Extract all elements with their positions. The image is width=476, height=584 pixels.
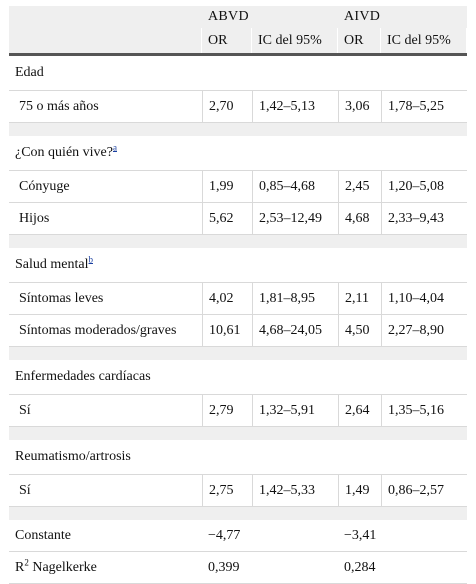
constant-abvd-cell: −4,77 (202, 520, 338, 552)
header-column-row: OR IC del 95% OR IC del 95% (9, 28, 468, 53)
section-label: Enfermedades cardíacas (9, 360, 468, 395)
table-row: Cónyuge 1,99 0,85–4,68 2,45 1,20–5,08 (9, 171, 468, 203)
section-header-row: ¿Con quién vive?a (9, 136, 468, 171)
aivd-ic-cell: 1,20–5,08 (381, 171, 468, 203)
abvd-or-cell: 2,70 (202, 91, 252, 123)
header-divider (9, 53, 468, 56)
aivd-ic-cell: 1,35–5,16 (381, 395, 468, 427)
section-header-row: Reumatismo/artrosis (9, 440, 468, 475)
footnote-link[interactable]: b (88, 254, 94, 265)
odds-ratio-table: ABVD AIVD OR IC del 95% OR IC del 95% Ed… (9, 6, 468, 584)
abvd-or-cell: 5,62 (202, 203, 252, 235)
section-spacer (9, 123, 468, 136)
aivd-ic-cell: 2,27–8,90 (381, 315, 468, 347)
constant-label: Constante (9, 520, 202, 552)
aivd-or-cell: 4,68 (338, 203, 381, 235)
section-label-text: Edad (15, 65, 44, 80)
r2-label: R2 Nagelkerke (9, 552, 202, 584)
row-label: Sí (9, 395, 202, 427)
abvd-ic-cell: 0,85–4,68 (252, 171, 338, 203)
header-empty-cell (9, 28, 202, 53)
header-group-aivd: AIVD (338, 6, 468, 28)
abvd-ic-cell: 1,81–8,95 (252, 283, 338, 315)
r2-aivd-cell: 0,284 (338, 552, 468, 584)
abvd-or-cell: 2,79 (202, 395, 252, 427)
constant-aivd-cell: −3,41 (338, 520, 468, 552)
r2-prefix: R (15, 559, 25, 575)
header-empty-cell (9, 6, 202, 28)
table-row: Síntomas moderados/graves 10,61 4,68–24,05… (9, 315, 468, 347)
section-header-row: Enfermedades cardíacas (9, 360, 468, 395)
section-label: Reumatismo/artrosis (9, 440, 468, 475)
section-header-row: Edad (9, 56, 468, 91)
aivd-or-cell: 2,45 (338, 171, 381, 203)
header-or-abvd: OR (202, 28, 252, 53)
row-label: Cónyuge (9, 171, 202, 203)
aivd-ic-cell: 1,78–5,25 (381, 91, 468, 123)
section-label-text: Reumatismo/artrosis (15, 449, 131, 464)
aivd-ic-cell: 0,86–2,57 (381, 475, 468, 507)
footnote-link[interactable]: a (112, 142, 117, 153)
aivd-or-cell: 2,11 (338, 283, 381, 315)
header-ic-abvd: IC del 95% (252, 28, 338, 53)
header-group-abvd: ABVD (202, 6, 338, 28)
section-header-row: Salud mentalb (9, 248, 468, 283)
header-or-aivd: OR (338, 28, 381, 53)
table-row: Síntomas leves 4,02 1,81–8,95 2,11 1,10–4,04 (9, 283, 468, 315)
abvd-ic-cell: 4,68–24,05 (252, 315, 338, 347)
row-label: Hijos (9, 203, 202, 235)
aivd-or-cell: 4,50 (338, 315, 381, 347)
table-row: 75 o más años 2,70 1,42–5,13 3,06 1,78–5,25 (9, 91, 468, 123)
table-row: Hijos 5,62 2,53–12,49 4,68 2,33–9,43 (9, 203, 468, 235)
table-container: ABVD AIVD OR IC del 95% OR IC del 95% Ed… (9, 6, 468, 584)
table-row: Sí 2,75 1,42–5,33 1,49 0,86–2,57 (9, 475, 468, 507)
header-group-row: ABVD AIVD (9, 6, 468, 28)
r2-suffix: Nagelkerke (28, 559, 97, 575)
section-label-text: ¿Con quién vive? (15, 145, 113, 160)
section-spacer (9, 427, 468, 440)
row-label: Síntomas moderados/graves (9, 315, 202, 347)
row-label: Síntomas leves (9, 283, 202, 315)
abvd-or-cell: 10,61 (202, 315, 252, 347)
table-row: Sí 2,79 1,32–5,91 2,64 1,35–5,16 (9, 395, 468, 427)
r2-abvd-cell: 0,399 (202, 552, 338, 584)
abvd-or-cell: 1,99 (202, 171, 252, 203)
r2-row: R2 Nagelkerke 0,399 0,284 (9, 552, 468, 584)
constant-row: Constante −4,77 −3,41 (9, 520, 468, 552)
aivd-ic-cell: 2,33–9,43 (381, 203, 468, 235)
aivd-ic-cell: 1,10–4,04 (381, 283, 468, 315)
abvd-ic-cell: 1,32–5,91 (252, 395, 338, 427)
aivd-or-cell: 3,06 (338, 91, 381, 123)
abvd-ic-cell: 1,42–5,13 (252, 91, 338, 123)
section-spacer (9, 347, 468, 360)
row-label: Sí (9, 475, 202, 507)
section-label: ¿Con quién vive?a (9, 136, 468, 171)
abvd-ic-cell: 1,42–5,33 (252, 475, 338, 507)
row-label: 75 o más años (9, 91, 202, 123)
section-label: Salud mentalb (9, 248, 468, 283)
abvd-or-cell: 2,75 (202, 475, 252, 507)
section-label: Edad (9, 56, 468, 91)
abvd-or-cell: 4,02 (202, 283, 252, 315)
section-spacer (9, 235, 468, 248)
section-label-text: Salud mental (15, 257, 89, 272)
abvd-ic-cell: 2,53–12,49 (252, 203, 338, 235)
section-label-text: Enfermedades cardíacas (15, 369, 151, 384)
header-ic-aivd: IC del 95% (381, 28, 468, 53)
aivd-or-cell: 2,64 (338, 395, 381, 427)
aivd-or-cell: 1,49 (338, 475, 381, 507)
section-spacer (9, 507, 468, 520)
